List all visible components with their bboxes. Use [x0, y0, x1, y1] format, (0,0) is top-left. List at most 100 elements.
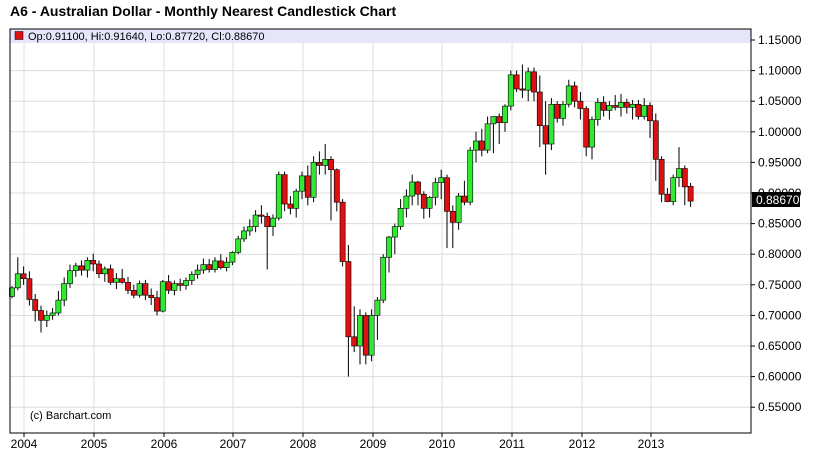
candle-down [130, 284, 137, 299]
candle-down [635, 99, 642, 120]
candle-up [467, 147, 474, 206]
candle-up [606, 101, 613, 120]
candle-up [101, 266, 108, 282]
candle-body [676, 168, 682, 179]
candle-body [571, 85, 578, 102]
candle-body [496, 116, 503, 123]
candle-body [264, 215, 271, 227]
y-tick-label: 0.70000 [758, 308, 802, 322]
candle-down [287, 196, 294, 215]
candle-body [96, 263, 102, 275]
candle-up [43, 310, 50, 328]
candle-body [444, 177, 450, 212]
candle-up [618, 93, 624, 117]
candle-down [577, 92, 584, 120]
x-tick-label: 2007 [220, 437, 247, 451]
candle-body [560, 103, 566, 119]
candle-body [159, 281, 166, 312]
candle-body [177, 283, 184, 286]
candle-down [362, 312, 369, 365]
candle-up [368, 309, 375, 362]
candle-down [304, 165, 311, 206]
candle-body [49, 312, 56, 316]
candle-up [525, 67, 532, 102]
candle-down [206, 259, 213, 273]
candle-body [293, 190, 300, 209]
candle-up [200, 258, 207, 274]
candle-body [304, 175, 311, 198]
candle-up [391, 223, 398, 255]
info-bar-text: Op:0.91100, Hi:0.91640, Lo:0.87720, Cl:0… [28, 31, 264, 43]
candle-up [252, 210, 259, 233]
candle-up [409, 174, 416, 206]
x-tick-label: 2013 [638, 437, 665, 451]
candle-up [55, 290, 62, 316]
candle-body [664, 193, 671, 202]
candle-body [281, 174, 288, 205]
y-tick-label: 1.05000 [758, 94, 802, 108]
candle-body [72, 265, 79, 272]
candle-body [183, 280, 189, 286]
candle-down [647, 102, 653, 138]
candle-body [113, 278, 120, 283]
candle-up [299, 171, 305, 200]
candle-body [235, 238, 242, 253]
candle-body [258, 214, 265, 217]
last-price-label: 0.88670 [756, 193, 800, 207]
candle-down [328, 156, 334, 221]
candle-down [420, 191, 427, 219]
candle-body [380, 256, 387, 301]
candle-body [84, 260, 91, 271]
candle-down [478, 128, 485, 157]
candle-down [496, 113, 503, 145]
candle-body [415, 181, 421, 195]
y-axis: 1.150001.100001.050001.000000.950000.900… [751, 33, 802, 414]
candle-body [299, 175, 305, 192]
candle-up [229, 251, 236, 266]
candle-up [223, 257, 230, 272]
candle-body [484, 123, 491, 151]
candle-body [107, 268, 114, 283]
candle-up [194, 264, 201, 279]
candle-body [502, 105, 508, 123]
candle-up [432, 177, 439, 206]
candle-up [374, 297, 381, 340]
candle-down [177, 278, 184, 291]
candle-body [119, 278, 126, 283]
candle-body [328, 159, 334, 171]
candle-body [351, 336, 358, 347]
candle-up [270, 214, 276, 236]
candle-up [565, 79, 572, 108]
candle-body [55, 299, 62, 314]
candle-body [165, 281, 172, 291]
candle-down [316, 151, 323, 175]
candle-down [217, 254, 224, 270]
candle-body [670, 177, 677, 202]
candle-up [594, 98, 601, 126]
candle-down [687, 182, 694, 207]
copyright-label: (c) Barchart.com [30, 410, 111, 422]
candle-body [374, 299, 381, 316]
candle-down [333, 168, 340, 212]
candle-body [583, 108, 590, 148]
candle-up [322, 144, 329, 175]
candle-up [310, 156, 317, 203]
candle-down [345, 245, 352, 377]
y-tick-label: 0.85000 [758, 217, 802, 231]
candle-up [275, 171, 282, 221]
candle-body [391, 226, 398, 238]
candle-up [72, 262, 79, 277]
candle-body [507, 74, 514, 107]
candle-body [409, 181, 416, 197]
candle-body [397, 208, 404, 227]
candle-body [589, 119, 595, 148]
candle-body [548, 103, 555, 145]
candle-body [687, 185, 694, 202]
candle-body [473, 140, 479, 151]
candle-body [212, 260, 218, 270]
candle-up [403, 189, 410, 218]
candle-up [502, 104, 508, 132]
candle-body [125, 282, 131, 291]
candle-body [513, 74, 520, 90]
candle-down [258, 205, 265, 224]
